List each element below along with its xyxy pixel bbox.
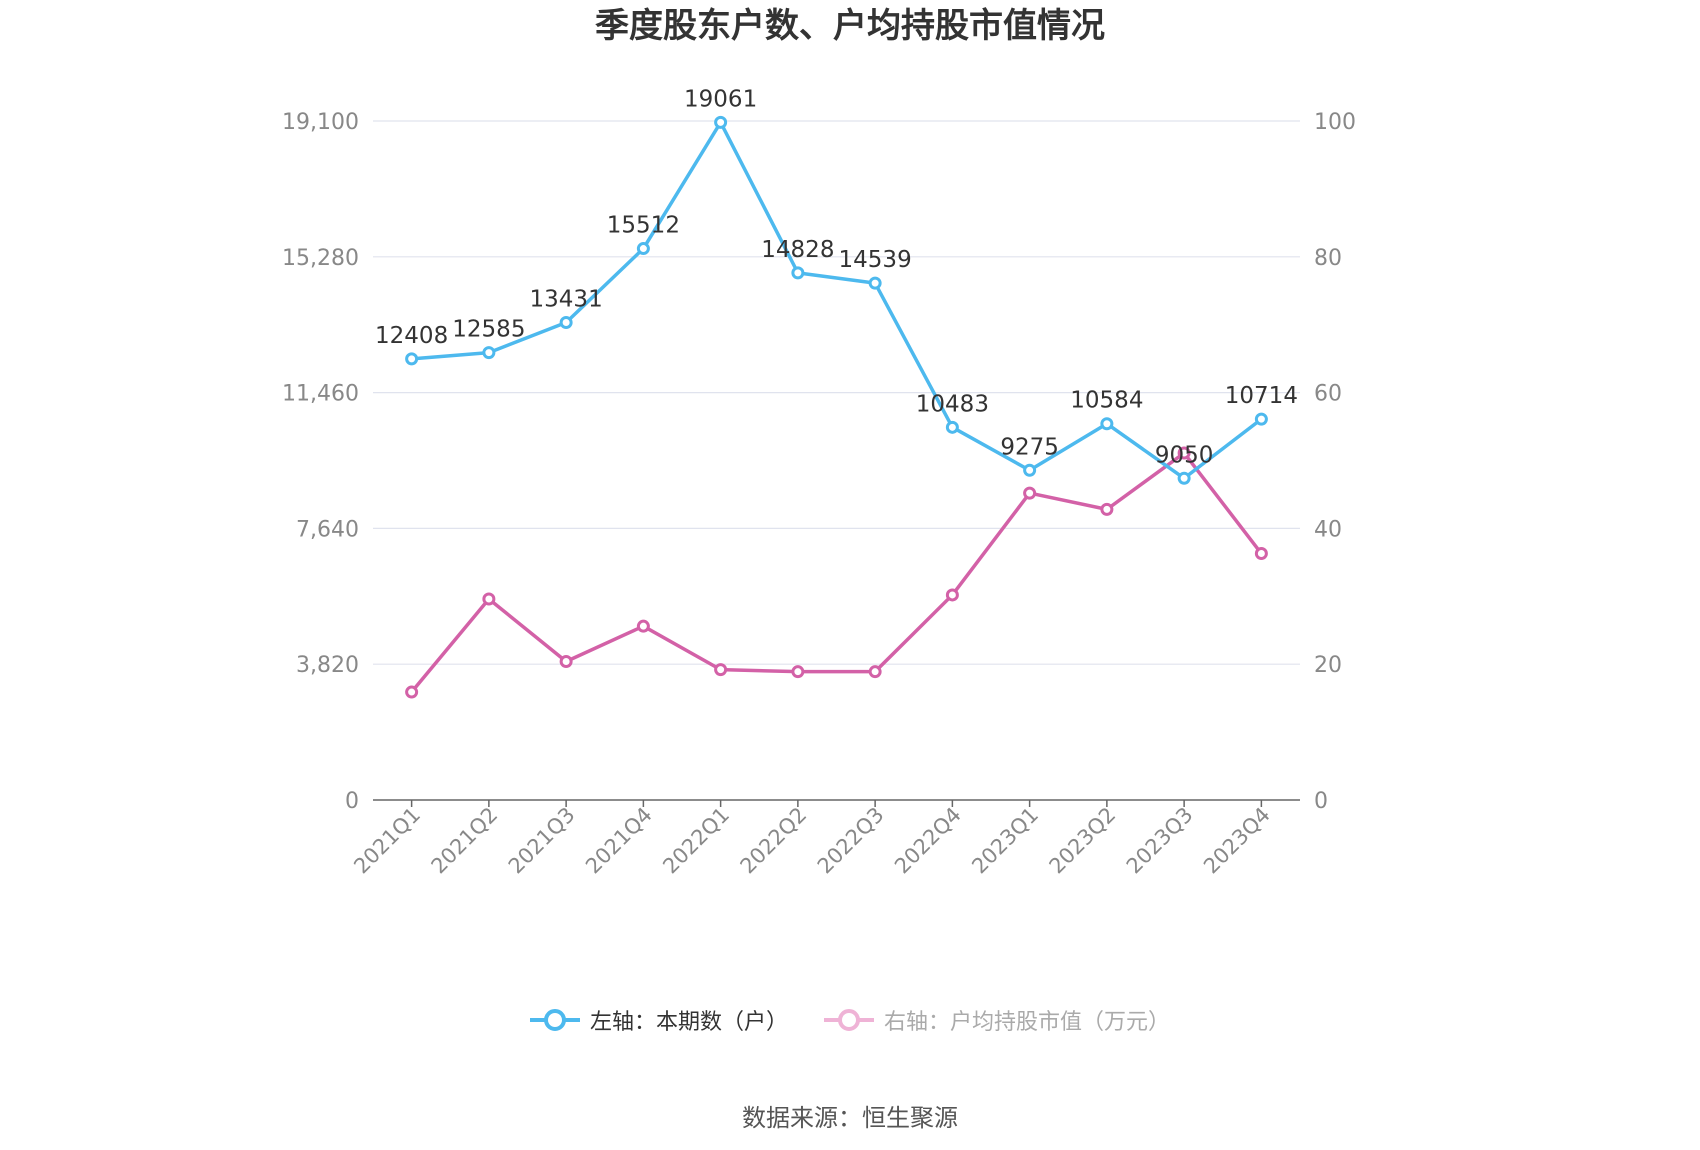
y-left-tick-label: 0 [345,789,359,814]
legend-item-left-series[interactable]: 左轴：本期数（户） [529,1004,788,1036]
x-tick-label: 2023Q3 [1122,803,1198,879]
series-right-point [636,619,650,633]
x-tick-label: 2023Q2 [1045,803,1121,879]
data-source: 数据来源：恒生聚源 [742,1104,958,1132]
x-tick-label: 2022Q3 [813,803,889,879]
x-tick-label: 2022Q1 [658,803,734,879]
legend-line-marker-blue [529,1009,580,1031]
y-left-tick-label: 11,460 [282,382,359,407]
series-left-point [1254,412,1268,426]
series-left-point [405,352,419,366]
series-lines [405,115,1268,699]
grid-lines [373,120,1300,665]
x-tick-label: 2021Q3 [504,803,580,879]
x-tick-label: 2021Q2 [427,803,503,879]
legend-line-marker-pink [824,1009,874,1031]
chart-plot: 0 0 3,820 20 7,640 40 11,460 60 15,280 80 19,100 10… [282,86,1356,878]
y-right-tick-label: 20 [1314,653,1342,678]
y-left-tick-label: 19,100 [282,110,359,135]
x-tick-label: 2021Q1 [349,803,425,879]
y-left-tick-label: 15,280 [282,246,359,271]
x-tick-label: 2022Q4 [890,803,966,879]
data-label: 9275 [1000,434,1059,460]
series-right-point [482,592,496,606]
chart-title: 季度股东户数、户均持股市值情况 [595,6,1105,46]
data-label: 14828 [761,237,834,263]
series-right-point [791,665,805,679]
y-right-tick-label: 80 [1314,246,1342,271]
series-right-line [410,451,1263,694]
series-right-point [1177,446,1191,460]
series-right-point [1023,486,1037,500]
y-left-tick-label: 3,820 [296,653,359,678]
series-left-point [636,242,650,256]
series-right-point [405,685,419,699]
series-left-point [868,276,882,290]
x-tick-label: 2023Q1 [967,803,1043,879]
y-right-tick-label: 100 [1314,110,1356,135]
data-label: 10483 [916,391,989,417]
legend-item-right-series[interactable]: 右轴：户均持股市值（万元） [824,1004,1170,1036]
series-left-point [559,316,573,330]
y-right-tick-label: 0 [1314,789,1328,814]
series-left-point [1023,463,1037,477]
series-left-point [1100,417,1114,431]
x-tick-label: 2022Q2 [736,803,812,879]
data-label: 10714 [1225,383,1298,409]
data-label: 10584 [1070,388,1143,414]
series-right-point [945,588,959,602]
y-right-tick-label: 40 [1314,517,1342,542]
series-right-point [1254,547,1268,561]
series-right-point [559,654,573,668]
axes: 0 0 3,820 20 7,640 40 11,460 60 15,280 80 19,100 10… [282,110,1356,878]
x-tick-label: 2021Q4 [581,803,657,879]
data-label: 12408 [375,323,448,349]
data-label: 9050 [1155,442,1214,468]
series-left-line [411,120,1263,481]
series-left-point [714,115,728,129]
data-label: 13431 [530,287,603,313]
data-label: 15512 [607,213,680,239]
series-right-point [714,663,728,677]
y-left-tick-label: 7,640 [296,517,359,542]
series-right-point [868,665,882,679]
data-label: 19061 [684,86,757,112]
series-left-point [945,420,959,434]
y-right-tick-label: 60 [1314,382,1342,407]
series-left-point [1177,471,1191,485]
legend: 左轴：本期数（户） 右轴：户均持股市值（万元） [0,1004,1700,1036]
legend-label-left-series: 左轴：本期数（户） [589,1010,788,1035]
series-left-point [482,346,496,360]
data-label: 14539 [839,247,912,273]
series-right-point [1100,502,1114,516]
series-left-point [791,266,805,280]
x-tick-label: 2023Q4 [1199,803,1275,879]
data-label: 12585 [452,317,525,343]
legend-label-right-series: 右轴：户均持股市值（万元） [884,1010,1171,1035]
